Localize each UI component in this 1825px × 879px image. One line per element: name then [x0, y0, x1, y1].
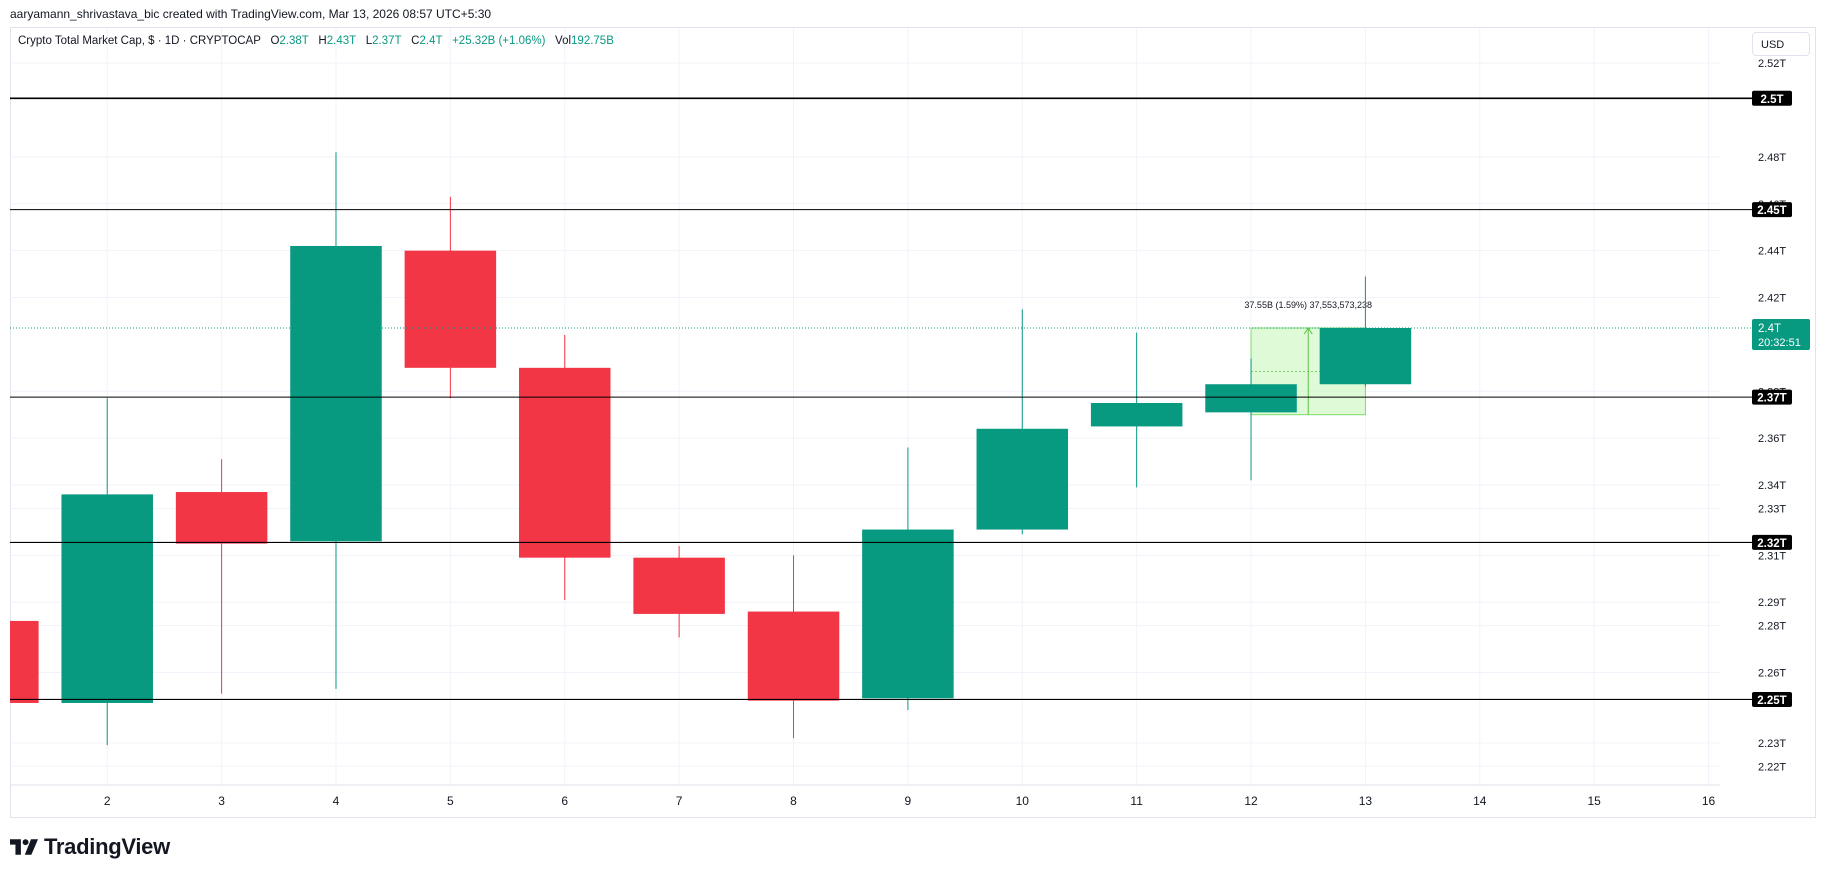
chart-caption: aaryamann_shrivastava_bic created with T…: [10, 7, 492, 21]
x-tick-label: 3: [218, 794, 225, 808]
measure-label: 37.55B (1.59%) 37,553,573,238: [1244, 300, 1372, 310]
countdown-timer: 20:32:51: [1758, 337, 1801, 349]
currency-button[interactable]: USD: [1752, 32, 1810, 56]
high-label: H: [318, 35, 327, 47]
x-tick-label: 2: [104, 794, 111, 808]
x-tick-label: 13: [1359, 794, 1373, 808]
x-tick-label: 9: [905, 794, 912, 808]
line-price-tag: [1752, 389, 1792, 405]
tradingview-logo[interactable]: TradingView: [10, 834, 170, 860]
candle-body: [61, 494, 153, 703]
line-price-tag-label: 2.5T: [1760, 94, 1783, 106]
candle-body: [290, 245, 382, 542]
x-tick-label: 8: [790, 794, 797, 808]
close-value: 2.4T: [419, 35, 443, 47]
y-tick-label: 2.33T: [1758, 503, 1786, 515]
y-tick-label: 2.28T: [1758, 621, 1786, 633]
line-price-tag: [1752, 691, 1792, 707]
open-value: 2.38T: [279, 35, 309, 47]
measure-arrow-head: [1303, 327, 1313, 335]
y-tick-label: 2.22T: [1758, 761, 1786, 773]
low-label: L: [365, 35, 373, 47]
symbol-title[interactable]: Crypto Total Market Cap, $ · 1D · CRYPTO…: [18, 35, 261, 47]
line-price-tag: [1752, 202, 1792, 218]
line-price-tag: [1752, 534, 1792, 550]
symbol-legend: Crypto Total Market Cap, $ · 1D · CRYPTO…: [18, 35, 614, 47]
y-tick-label: 2.23T: [1758, 738, 1786, 750]
line-price-tag-label: 2.32T: [1757, 538, 1786, 550]
y-tick-label: 2.26T: [1758, 668, 1786, 680]
change-value: +25.32B (+1.06%): [452, 35, 546, 47]
x-tick-label: 7: [676, 794, 683, 808]
last-price-value: 2.4T: [1758, 323, 1781, 335]
line-price-tag-label: 2.25T: [1757, 695, 1786, 707]
candle-body: [1205, 384, 1297, 413]
candles-group: [10, 152, 1412, 746]
line-price-tag-label: 2.37T: [1757, 393, 1786, 405]
y-tick-label: 2.29T: [1758, 597, 1786, 609]
high-value: 2.43T: [326, 35, 357, 47]
candle-body: [404, 250, 497, 368]
x-tick-label: 14: [1473, 794, 1487, 808]
open-label: O: [270, 35, 280, 47]
last-price-tag: [1752, 318, 1810, 350]
x-tick-label: 12: [1244, 794, 1258, 808]
close-label: C: [411, 35, 420, 47]
x-tick-label: 6: [561, 794, 568, 808]
y-tick-label: 2.34T: [1758, 480, 1786, 492]
candle-body: [1090, 402, 1183, 427]
candle-body: [10, 620, 39, 703]
x-tick-label: 11: [1130, 794, 1143, 808]
volume-value: 192.75B: [571, 35, 614, 47]
candle-body: [633, 557, 725, 614]
candle-body: [1319, 327, 1412, 385]
line-price-tag-label: 2.45T: [1757, 205, 1786, 217]
y-tick-label: 2.31T: [1758, 550, 1786, 562]
candle-body: [862, 529, 954, 699]
candle-body: [747, 611, 840, 701]
y-tick-label: 2.48T: [1758, 152, 1786, 164]
volume-label: Vol: [555, 35, 572, 47]
candle-body: [175, 492, 268, 544]
low-value: 2.37T: [372, 35, 402, 47]
x-tick-label: 16: [1702, 794, 1716, 808]
candle-body: [976, 428, 1069, 530]
x-tick-label: 5: [447, 794, 454, 808]
logo-text: TradingView: [44, 834, 170, 859]
y-tick-label: 2.36T: [1758, 433, 1786, 445]
tradingview-logo-icon: [10, 839, 38, 855]
chart-frame: [10, 27, 1816, 818]
y-tick-label: 2.44T: [1758, 246, 1786, 258]
x-tick-label: 4: [333, 794, 340, 808]
candle-body: [518, 367, 611, 558]
x-tick-label: 15: [1588, 794, 1602, 808]
y-tick-label: 2.52T: [1758, 58, 1786, 70]
line-price-tag: [1752, 90, 1792, 106]
x-tick-label: 10: [1016, 794, 1030, 808]
y-tick-label: 2.42T: [1758, 293, 1786, 305]
